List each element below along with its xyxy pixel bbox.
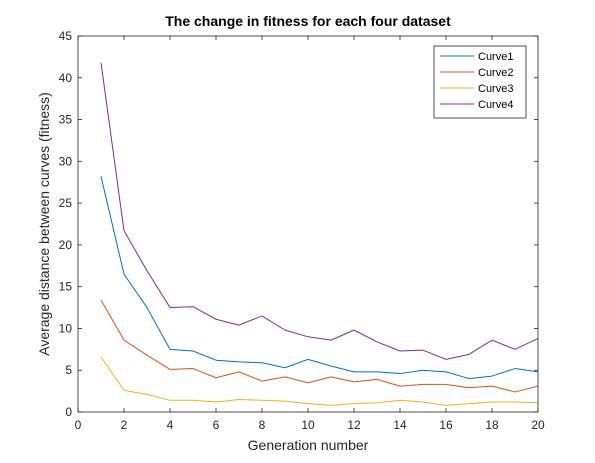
series-layer [100,62,539,406]
series-line-4 [100,62,539,360]
y-axis-label: Average distance between curves (fitness… [36,92,52,356]
series-line-3 [100,356,539,406]
y-tick-label: 0 [65,405,72,419]
legend-box [433,45,527,119]
y-tick-label: 10 [59,321,73,335]
x-tick-label: 4 [167,418,174,432]
series-line-2 [100,299,539,393]
y-tick-label: 5 [65,363,72,377]
x-tick-label: 14 [393,418,407,432]
x-tick-label: 2 [121,418,128,432]
x-tick-label: 8 [259,418,266,432]
legend-label: Curve3 [478,83,513,95]
y-tick-label: 30 [59,154,73,168]
y-tick-label: 15 [59,280,73,294]
y-tick-label: 20 [59,238,73,252]
y-tick-label: 25 [59,196,73,210]
axis-layer: 0 2 4 6 8 10 12 14 16 18 20 0 5 10 15 20 25 30 35 40 45 [59,29,545,432]
legend-label: Curve1 [478,51,513,63]
x-axis-label: Generation number [248,437,369,453]
y-tick-label: 45 [59,29,73,43]
x-tick-label: 0 [75,418,82,432]
x-tick-label: 16 [439,418,453,432]
x-tick-label: 10 [301,418,315,432]
x-tick-label: 20 [531,418,545,432]
series-line-1 [100,176,539,380]
x-tick-label: 6 [213,418,220,432]
legend: Curve1 Curve2 Curve3 Curve4 [433,45,527,119]
y-tick-label: 40 [59,71,73,85]
legend-label: Curve4 [478,99,513,111]
legend-label: Curve2 [478,67,513,79]
x-tick-label: 18 [485,418,499,432]
x-tick-label: 12 [347,418,361,432]
y-tick-label: 35 [59,113,73,127]
chart-title: The change in fitness for each four data… [165,13,451,29]
